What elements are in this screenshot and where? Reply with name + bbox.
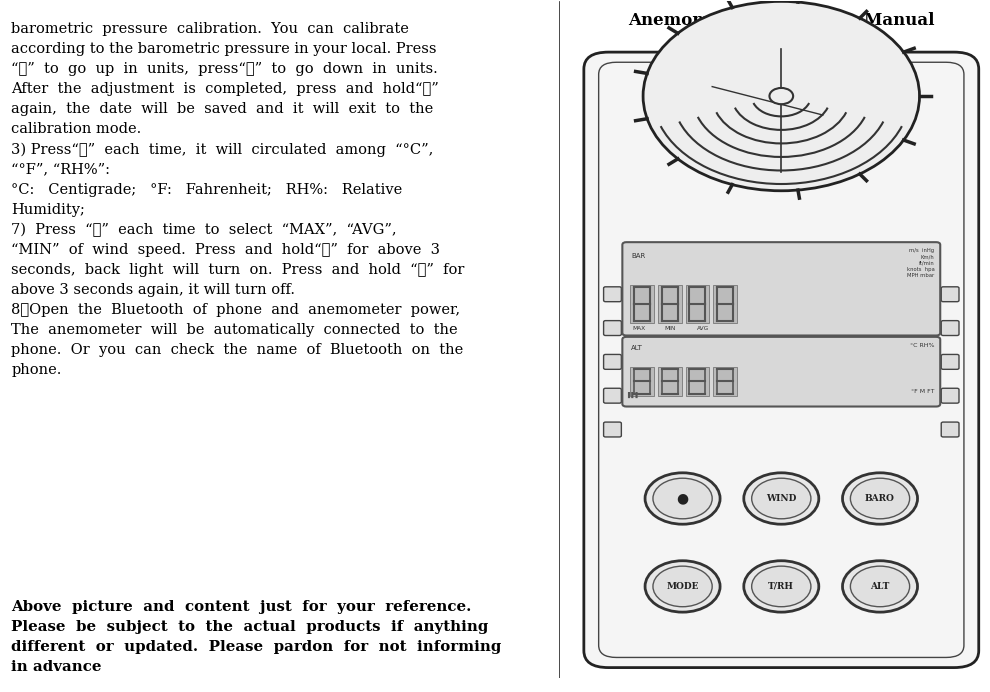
Text: MAX: MAX <box>633 326 645 331</box>
FancyBboxPatch shape <box>685 367 709 397</box>
Circle shape <box>850 478 910 519</box>
FancyBboxPatch shape <box>584 52 979 668</box>
FancyBboxPatch shape <box>713 367 737 397</box>
Text: ▌▌▌: ▌▌▌ <box>628 392 641 399</box>
Circle shape <box>645 473 720 525</box>
Text: WIND: WIND <box>766 494 797 503</box>
FancyBboxPatch shape <box>631 367 654 397</box>
Text: AVG: AVG <box>697 326 710 331</box>
Circle shape <box>743 473 819 525</box>
Text: °F M FT: °F M FT <box>911 389 935 394</box>
FancyBboxPatch shape <box>604 422 622 437</box>
Circle shape <box>842 561 918 612</box>
Circle shape <box>645 561 720 612</box>
FancyBboxPatch shape <box>604 354 622 370</box>
Text: °C RH%: °C RH% <box>910 343 935 348</box>
FancyBboxPatch shape <box>623 337 940 406</box>
FancyBboxPatch shape <box>658 285 681 323</box>
FancyBboxPatch shape <box>604 286 622 302</box>
Circle shape <box>850 566 910 607</box>
Circle shape <box>653 478 712 519</box>
FancyBboxPatch shape <box>941 320 959 336</box>
Circle shape <box>769 88 793 104</box>
Text: T/RH: T/RH <box>768 582 794 591</box>
FancyBboxPatch shape <box>604 388 622 403</box>
Text: MIN: MIN <box>665 326 676 331</box>
Text: MODE: MODE <box>666 582 699 591</box>
FancyBboxPatch shape <box>658 367 681 397</box>
Text: ALT: ALT <box>632 345 644 351</box>
Circle shape <box>751 478 811 519</box>
Text: barometric  pressure  calibration.  You  can  calibrate
according to the baromet: barometric pressure calibration. You can… <box>11 21 464 378</box>
Circle shape <box>751 566 811 607</box>
Circle shape <box>743 561 819 612</box>
FancyBboxPatch shape <box>941 388 959 403</box>
FancyBboxPatch shape <box>604 320 622 336</box>
FancyBboxPatch shape <box>623 242 940 336</box>
Circle shape <box>842 473 918 525</box>
Circle shape <box>653 566 712 607</box>
Text: m/s  inHg
Km/h
ft/min
knots  hpa
MPH mbar: m/s inHg Km/h ft/min knots hpa MPH mbar <box>907 248 935 278</box>
FancyBboxPatch shape <box>631 285 654 323</box>
FancyBboxPatch shape <box>941 422 959 437</box>
Text: ALT: ALT <box>870 582 890 591</box>
Text: Anemometer Instruction Manual: Anemometer Instruction Manual <box>628 12 935 28</box>
FancyBboxPatch shape <box>941 354 959 370</box>
Text: Model No.: HoVR 1.0: Model No.: HoVR 1.0 <box>684 32 879 49</box>
FancyBboxPatch shape <box>713 285 737 323</box>
Text: BARO: BARO <box>865 494 895 503</box>
FancyBboxPatch shape <box>685 285 709 323</box>
Text: ●: ● <box>676 491 689 505</box>
Text: Above  picture  and  content  just  for  your  reference.
Please  be  subject  t: Above picture and content just for your … <box>11 600 502 674</box>
Text: BAR: BAR <box>632 253 645 259</box>
FancyBboxPatch shape <box>941 286 959 302</box>
Circle shape <box>644 1 920 191</box>
